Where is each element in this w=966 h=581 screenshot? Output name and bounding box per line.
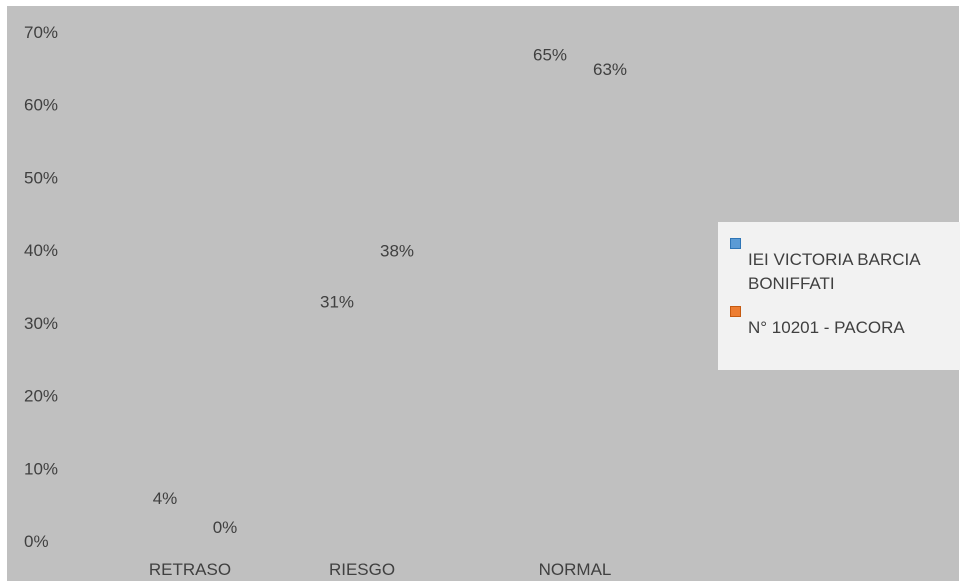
data-label: 38% — [380, 242, 414, 261]
data-label: 4% — [153, 489, 178, 508]
y-tick-label: 10% — [24, 459, 58, 478]
data-label: 0% — [213, 518, 238, 537]
legend-item-series-1: IEI VICTORIA BARCIA BONIFFATI — [730, 234, 950, 296]
legend-item-series-2: N° 10201 - PACORA — [730, 302, 950, 340]
legend-swatch-series-1 — [730, 238, 741, 249]
y-tick-label: 50% — [24, 168, 58, 187]
y-tick-label: 70% — [24, 23, 58, 42]
legend-swatch-series-2 — [730, 306, 741, 317]
legend-label-series-2: N° 10201 - PACORA — [748, 318, 905, 337]
data-label: 65% — [533, 45, 567, 64]
bar — [595, 83, 625, 541]
y-tick-label: 20% — [24, 387, 58, 406]
bar — [535, 68, 565, 541]
bar — [382, 265, 412, 541]
bar — [150, 512, 180, 541]
x-tick-label: NORMAL — [539, 560, 612, 579]
x-tick-label: RIESGO — [329, 560, 395, 579]
data-label: 31% — [320, 293, 354, 312]
legend: IEI VICTORIA BARCIA BONIFFATI N° 10201 -… — [718, 222, 960, 370]
y-tick-label: 30% — [24, 314, 58, 333]
y-tick-label: 40% — [24, 241, 58, 260]
bar — [322, 316, 352, 541]
y-tick-label: 0% — [24, 532, 49, 551]
data-label: 63% — [593, 60, 627, 79]
y-tick-label: 60% — [24, 96, 58, 115]
legend-label-series-1: IEI VICTORIA BARCIA BONIFFATI — [748, 250, 920, 293]
x-tick-label: RETRASO — [149, 560, 231, 579]
